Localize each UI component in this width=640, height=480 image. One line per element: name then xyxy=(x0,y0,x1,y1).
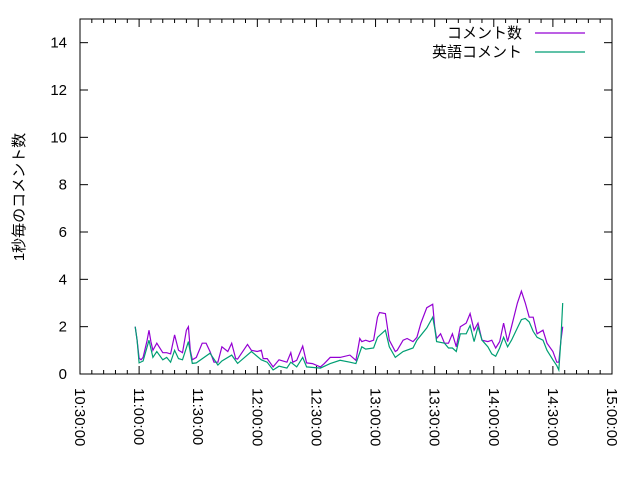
x-tick-label: 10:30:00 xyxy=(71,388,88,446)
y-tick-label: 0 xyxy=(59,366,67,383)
x-tick-label: 15:00:00 xyxy=(603,388,620,446)
y-tick-label: 10 xyxy=(50,129,67,146)
x-tick-label: 14:00:00 xyxy=(485,388,502,446)
y-axis-label: 1秒毎のコメント数 xyxy=(11,133,28,261)
x-tick-label: 11:30:00 xyxy=(189,388,206,445)
x-tick-label: 11:00:00 xyxy=(130,388,147,445)
y-tick-label: 2 xyxy=(59,319,67,336)
x-tick-label: 12:30:00 xyxy=(307,388,324,446)
series-line-english-comments xyxy=(134,302,564,373)
y-tick-label: 6 xyxy=(59,224,67,241)
plot-border xyxy=(79,18,613,375)
legend-label: コメント数 xyxy=(447,25,522,42)
series-line-comment-count xyxy=(134,289,564,368)
y-tick-label: 12 xyxy=(50,82,67,99)
x-tick-label: 13:00:00 xyxy=(367,388,384,446)
x-tick-label: 13:30:00 xyxy=(426,388,443,446)
y-tick-label: 8 xyxy=(59,177,67,194)
y-tick-label: 14 xyxy=(50,35,67,52)
x-tick-label: 14:30:00 xyxy=(544,388,561,446)
axis-ticks: 0 2 4 6 8 10 12 14 10:30:00 11:00:00 11:30:00 12:00… xyxy=(50,19,620,446)
series-group xyxy=(134,289,564,373)
y-tick-label: 4 xyxy=(59,271,67,288)
x-tick-label: 12:00:00 xyxy=(248,388,265,446)
legend-label: 英語コメント xyxy=(432,43,522,61)
